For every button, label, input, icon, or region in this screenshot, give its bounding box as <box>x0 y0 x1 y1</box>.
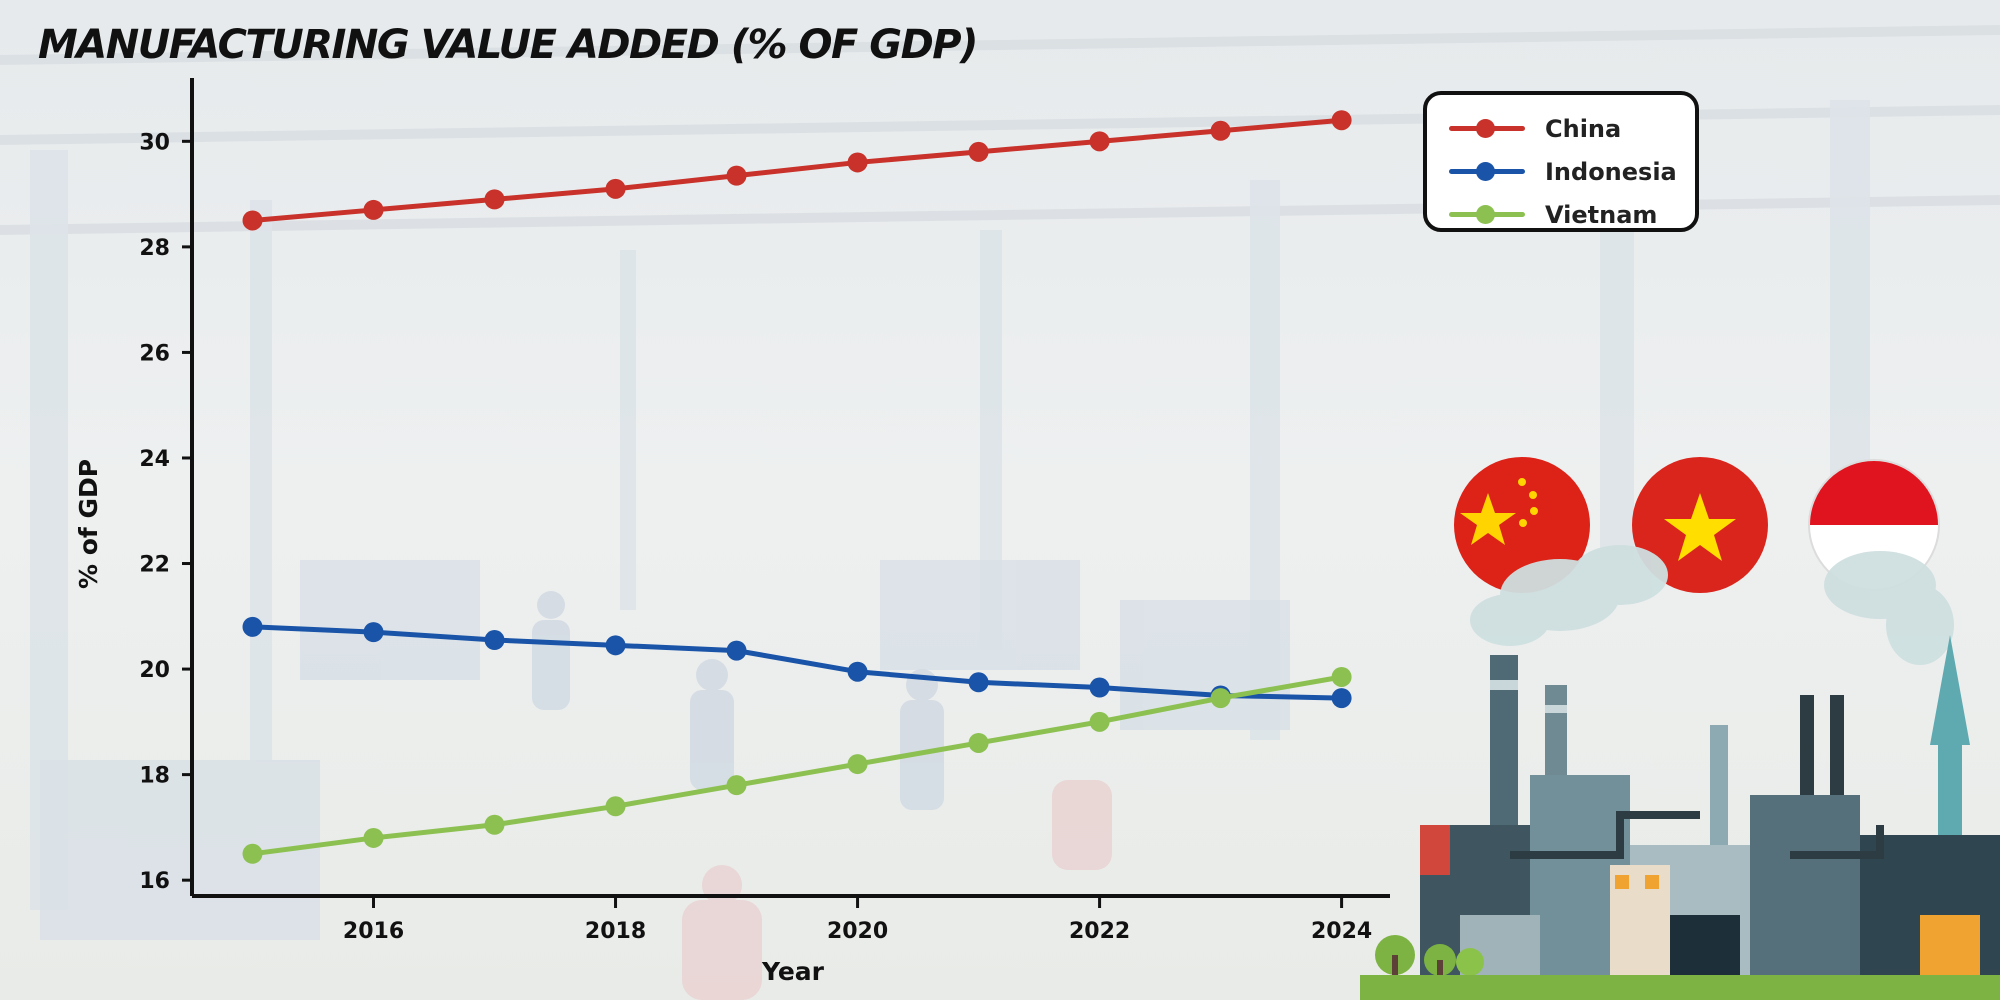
data-point-vietnam <box>484 814 505 835</box>
data-point-china <box>363 199 384 220</box>
chart-axes <box>190 78 1390 898</box>
legend-item-china: China <box>1449 109 1621 149</box>
vietnam-flag-icon <box>1632 457 1768 593</box>
data-point-china <box>242 210 263 231</box>
y-tick-label: 28 <box>139 236 170 261</box>
data-point-indonesia <box>363 622 384 643</box>
data-point-vietnam <box>363 827 384 848</box>
data-point-indonesia <box>605 635 626 656</box>
data-point-vietnam <box>1089 711 1110 732</box>
data-point-china <box>726 165 747 186</box>
data-point-vietnam <box>726 775 747 796</box>
china-flag-icon <box>1454 457 1590 593</box>
legend-swatch-indonesia <box>1449 152 1525 192</box>
legend-item-indonesia: Indonesia <box>1449 152 1677 192</box>
y-tick-label: 18 <box>139 764 170 789</box>
series-line-indonesia <box>252 624 1342 701</box>
y-axis-label: % of GDP <box>74 459 103 589</box>
data-point-indonesia <box>242 616 263 637</box>
legend-swatch-china <box>1449 109 1525 149</box>
series-china <box>242 110 1352 231</box>
data-point-china <box>847 152 868 173</box>
chart-series <box>242 110 1352 864</box>
data-point-indonesia <box>726 640 747 661</box>
data-point-china <box>1210 120 1231 141</box>
data-point-china <box>1089 131 1110 152</box>
legend-label-china: China <box>1545 115 1622 143</box>
x-tick-label: 2018 <box>585 919 646 944</box>
series-indonesia <box>242 616 1352 709</box>
factory-illustration <box>1360 457 2000 1000</box>
y-tick-label: 16 <box>139 869 170 894</box>
x-tick-label: 2024 <box>1311 919 1372 944</box>
legend-swatch-vietnam <box>1449 195 1525 235</box>
data-point-vietnam <box>1210 688 1231 709</box>
data-point-vietnam <box>242 843 263 864</box>
data-point-china <box>484 189 505 210</box>
legend-item-vietnam: Vietnam <box>1449 195 1657 235</box>
legend-label-vietnam: Vietnam <box>1545 201 1658 229</box>
series-vietnam <box>242 666 1352 864</box>
data-point-vietnam <box>847 754 868 775</box>
x-tick-label: 2022 <box>1069 919 1130 944</box>
y-tick-label: 30 <box>139 130 170 155</box>
series-line-vietnam <box>252 674 1343 857</box>
data-point-vietnam <box>1331 666 1352 687</box>
data-point-china <box>605 178 626 199</box>
y-tick-label: 26 <box>139 341 170 366</box>
factory-with-smokestacks-icon <box>1360 635 2000 1000</box>
y-tick-label: 20 <box>139 658 170 683</box>
legend-label-indonesia: Indonesia <box>1545 158 1677 186</box>
smoke-clouds <box>1470 545 1954 665</box>
series-line-china <box>252 117 1342 223</box>
y-tick-label: 24 <box>139 447 170 472</box>
data-point-vietnam <box>605 796 626 817</box>
data-point-indonesia <box>1331 688 1352 709</box>
x-tick-label: 2016 <box>343 919 404 944</box>
data-point-china <box>1331 110 1352 131</box>
x-tick-label: 2020 <box>827 919 888 944</box>
data-point-indonesia <box>968 672 989 693</box>
data-point-china <box>968 141 989 162</box>
data-point-indonesia <box>1089 677 1110 698</box>
chart-legend: China Indonesia Vietnam <box>1423 91 1699 232</box>
data-point-vietnam <box>968 732 989 753</box>
y-tick-label: 22 <box>139 553 170 578</box>
data-point-indonesia <box>484 630 505 651</box>
data-point-indonesia <box>847 661 868 682</box>
x-axis-label: Year <box>761 957 825 986</box>
chart-title: MANUFACTURING VALUE ADDED (% OF GDP) <box>38 22 978 68</box>
